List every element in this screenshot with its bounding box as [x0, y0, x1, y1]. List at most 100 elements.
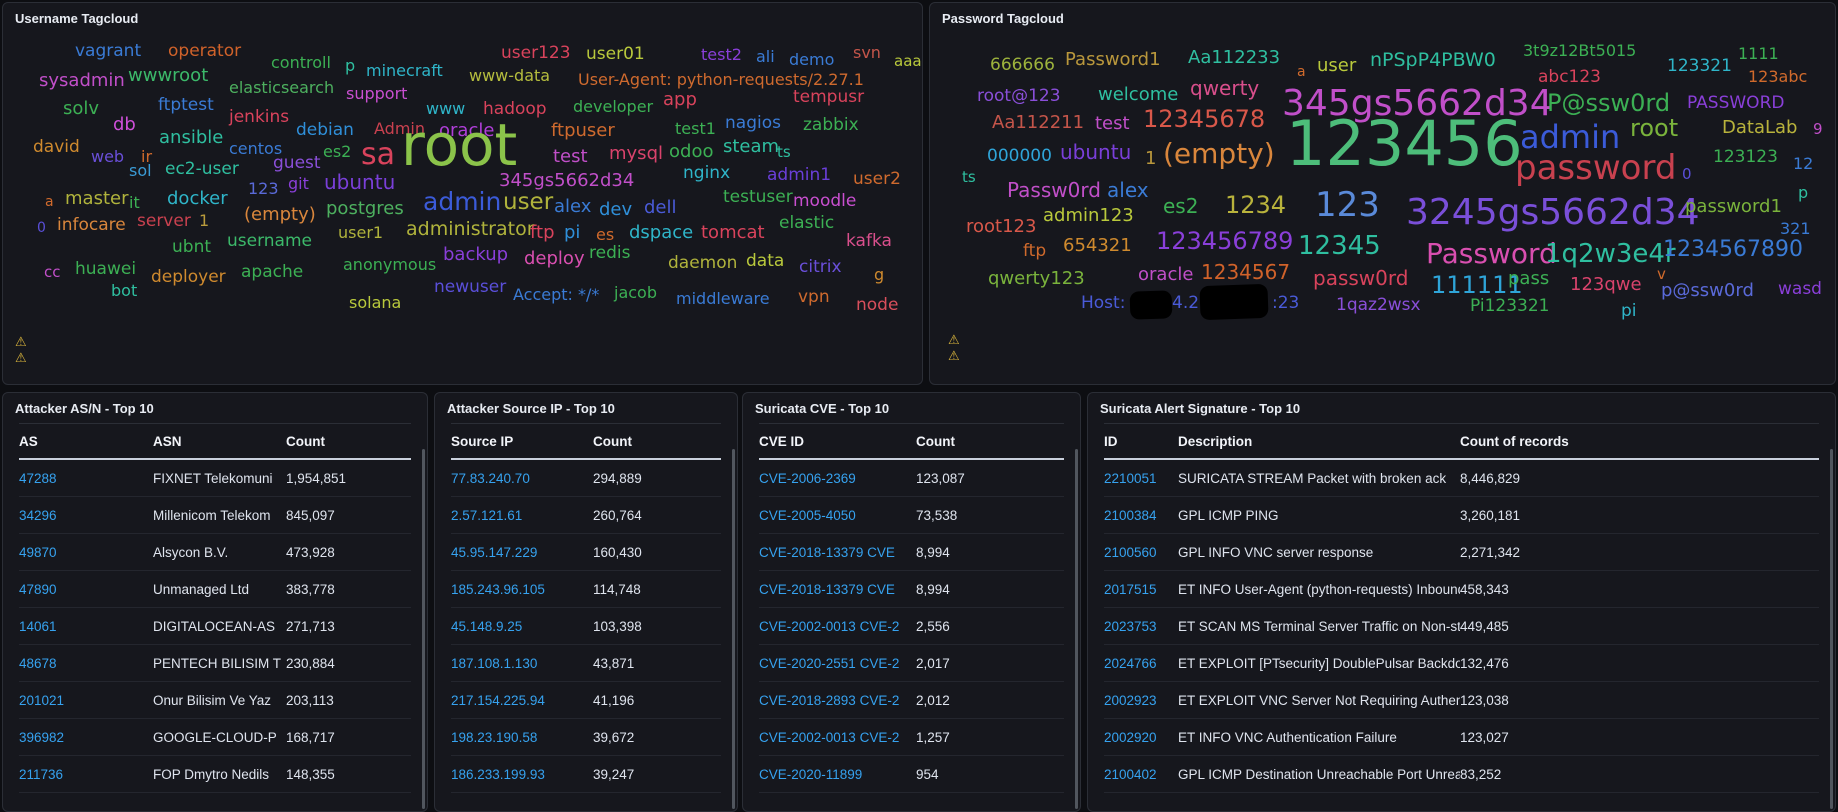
column-header[interactable]: Description — [1178, 434, 1253, 449]
tag-word[interactable]: demo — [789, 50, 835, 69]
tag-word[interactable]: wwwroot — [128, 65, 209, 86]
tag-word[interactable]: ir — [141, 147, 153, 166]
tag-word[interactable]: ec2-user — [165, 159, 239, 179]
tag-word[interactable]: 12345678 — [1143, 105, 1266, 133]
tag-word[interactable]: a — [45, 194, 54, 210]
tag-word[interactable]: 123456789 — [1156, 227, 1294, 255]
tag-word[interactable]: daemon — [668, 253, 738, 273]
tag-word[interactable]: Password — [1426, 237, 1557, 270]
tag-word[interactable]: elasticsearch — [229, 78, 335, 97]
tag-word[interactable]: :23 — [1272, 293, 1300, 313]
tag-word[interactable]: 000000 — [987, 146, 1052, 166]
column-header[interactable]: Count — [916, 434, 955, 449]
tag-word[interactable]: tomcat — [701, 222, 765, 243]
cell-link[interactable]: 2017515 — [1104, 581, 1157, 597]
tag-word[interactable]: 123 — [1315, 185, 1380, 225]
tag-word[interactable]: deployer — [151, 267, 226, 287]
tag-word[interactable]: user01 — [586, 44, 645, 64]
tag-word[interactable]: admin — [423, 187, 502, 216]
tag-word[interactable]: nPSpP4PBW0 — [1370, 49, 1496, 71]
tag-word[interactable]: data — [746, 251, 785, 271]
tag-word[interactable]: jacob — [614, 283, 657, 302]
cell-link[interactable]: CVE-2006-2369 — [759, 470, 856, 486]
tag-word[interactable]: 1 — [1145, 148, 1157, 169]
tag-word[interactable]: DataLab — [1722, 117, 1798, 138]
tag-word[interactable]: admin — [1520, 118, 1621, 156]
tag-word[interactable]: password — [1515, 148, 1677, 188]
tag-word[interactable]: 654321 — [1063, 235, 1132, 256]
warning-icon[interactable]: ⚠ — [15, 334, 27, 349]
tag-word[interactable]: 1q2w3e4r — [1545, 239, 1676, 269]
tag-word[interactable]: test — [553, 146, 588, 167]
tag-word[interactable]: 345gs5662d34 — [499, 170, 635, 191]
tag-word[interactable]: sysadmin — [39, 70, 125, 91]
tag-word[interactable]: v — [1657, 265, 1666, 283]
tag-word[interactable]: web — [91, 147, 125, 166]
tag-word[interactable]: ftpuser — [551, 120, 615, 141]
tag-word[interactable]: test2 — [701, 45, 742, 64]
scrollbar[interactable] — [422, 449, 425, 809]
tag-word[interactable]: bot — [111, 281, 138, 300]
tag-word[interactable]: admin1 — [767, 165, 832, 185]
tag-word[interactable]: ali — [756, 47, 775, 66]
cell-link[interactable]: 186.233.199.93 — [451, 766, 545, 782]
tag-word[interactable]: user — [1317, 55, 1357, 76]
tag-word[interactable]: ftp — [1023, 241, 1047, 261]
tag-word[interactable]: ftptest — [158, 95, 214, 115]
column-header[interactable]: Count — [593, 434, 632, 449]
tag-word[interactable]: dell — [644, 197, 677, 218]
cell-link[interactable]: CVE-2018-13379 CVE — [759, 581, 895, 597]
tag-word[interactable]: ftp — [530, 222, 555, 243]
tag-word[interactable]: huawei — [75, 259, 137, 279]
tag-word[interactable]: testuser — [723, 187, 793, 207]
cell-link[interactable]: 48678 — [19, 655, 57, 671]
tag-word[interactable]: oracle — [1138, 264, 1194, 285]
scrollbar[interactable] — [1830, 449, 1833, 809]
tag-word[interactable]: git — [288, 174, 309, 193]
tag-word[interactable]: newuser — [434, 277, 507, 297]
tag-word[interactable]: docker — [167, 188, 228, 209]
tag-word[interactable]: qwerty123 — [988, 268, 1085, 289]
tag-word[interactable]: jenkins — [229, 107, 290, 127]
tag-word[interactable]: server — [137, 211, 191, 231]
tag-word[interactable]: 1qaz2wsx — [1336, 295, 1421, 315]
column-header[interactable]: AS — [19, 434, 38, 449]
cell-link[interactable]: 2002920 — [1104, 729, 1157, 745]
tag-word[interactable]: sa — [361, 137, 396, 172]
tag-word[interactable]: postgres — [326, 198, 404, 219]
tag-word[interactable]: 12 — [1793, 154, 1814, 173]
tag-word[interactable]: welcome — [1098, 84, 1179, 105]
tag-word[interactable]: abc123 — [1538, 67, 1602, 87]
tag-word[interactable]: vpn — [798, 287, 830, 307]
tag-word[interactable]: dev — [599, 199, 633, 220]
tag-word[interactable]: debian — [296, 120, 354, 140]
tag-word[interactable]: (empty) — [244, 204, 316, 225]
cell-link[interactable]: 34296 — [19, 507, 57, 523]
tag-word[interactable]: sol — [129, 161, 152, 180]
tag-word[interactable]: kafka — [846, 231, 892, 251]
tag-word[interactable]: Accept: */* — [513, 285, 600, 304]
cell-link[interactable]: 47890 — [19, 581, 57, 597]
tag-word[interactable]: ubuntu — [1060, 140, 1132, 164]
tag-word[interactable]: 0 — [37, 220, 46, 236]
cell-link[interactable]: 201021 — [19, 692, 65, 708]
tag-word[interactable]: 0 — [1682, 165, 1692, 183]
tag-word[interactable]: apache — [241, 262, 304, 282]
tag-word[interactable]: p — [345, 56, 356, 75]
tag-word[interactable]: 321 — [1780, 219, 1811, 238]
cell-link[interactable]: 47288 — [19, 470, 57, 486]
tag-word[interactable]: a — [1297, 64, 1306, 80]
tag-word[interactable]: solv — [63, 98, 100, 119]
tag-word[interactable]: alex — [1107, 178, 1149, 202]
cell-link[interactable]: 2100402 — [1104, 766, 1157, 782]
tag-word[interactable]: svn — [853, 43, 881, 62]
tag-word[interactable]: anonymous — [343, 255, 437, 274]
tag-word[interactable]: 3t9z12Bt5015 — [1523, 41, 1637, 60]
cell-link[interactable]: 45.148.9.25 — [451, 618, 523, 634]
cell-link[interactable]: 2023753 — [1104, 618, 1157, 634]
tag-word[interactable]: backup — [443, 244, 509, 265]
tag-word[interactable]: deploy — [524, 248, 585, 269]
tag-word[interactable]: dspace — [629, 222, 694, 243]
tag-word[interactable]: app — [663, 89, 697, 110]
tag-word[interactable]: www — [426, 99, 466, 118]
